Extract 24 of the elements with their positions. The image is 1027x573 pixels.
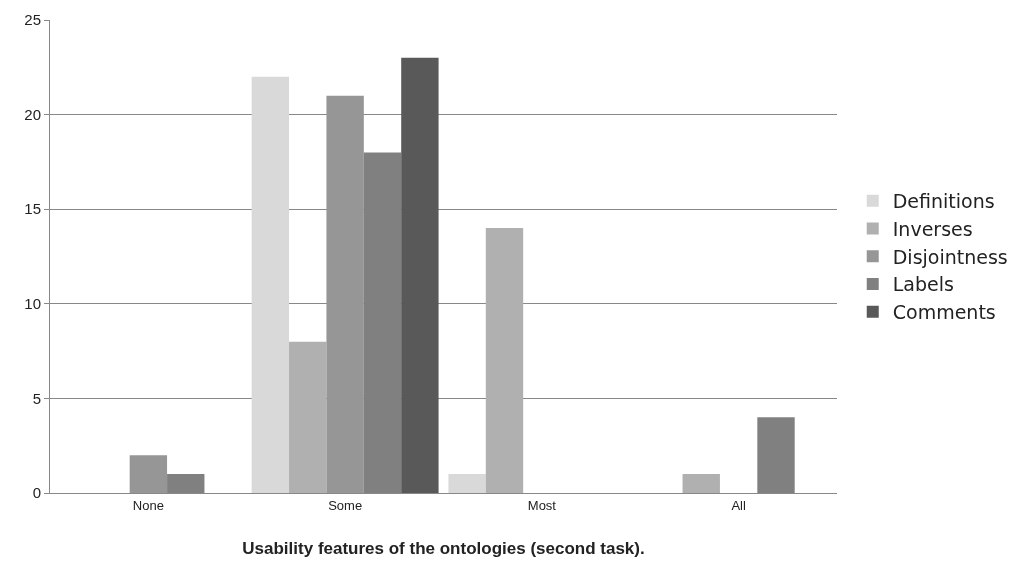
x-tick-label: Most — [527, 497, 557, 513]
y-tick-label: 15 — [24, 200, 41, 218]
x-axis-title: Usability features of the ontologies (second task). — [242, 539, 645, 558]
bar — [129, 455, 168, 493]
x-tick-label: Some — [328, 497, 363, 513]
legend-label: Inverses — [892, 217, 973, 240]
bar — [326, 95, 364, 493]
legend-label: Disjointness — [892, 245, 1008, 268]
y-tick-label: 0 — [32, 484, 41, 502]
y-tick-label: 20 — [24, 105, 41, 123]
y-tick-label: 5 — [32, 389, 41, 407]
bar — [682, 474, 720, 493]
x-tick-label: All — [731, 497, 746, 513]
bar — [485, 228, 524, 493]
legend-label: Labels — [892, 273, 954, 296]
y-tick-label: 25 — [24, 11, 41, 29]
legend-label: Definitions — [892, 190, 995, 213]
bar — [289, 341, 327, 493]
bar — [251, 76, 290, 493]
x-tick-label: None — [132, 497, 164, 513]
legend-label: Comments — [892, 301, 996, 324]
y-tick-label: 10 — [24, 295, 41, 313]
bar — [401, 57, 439, 493]
bar — [448, 474, 486, 493]
